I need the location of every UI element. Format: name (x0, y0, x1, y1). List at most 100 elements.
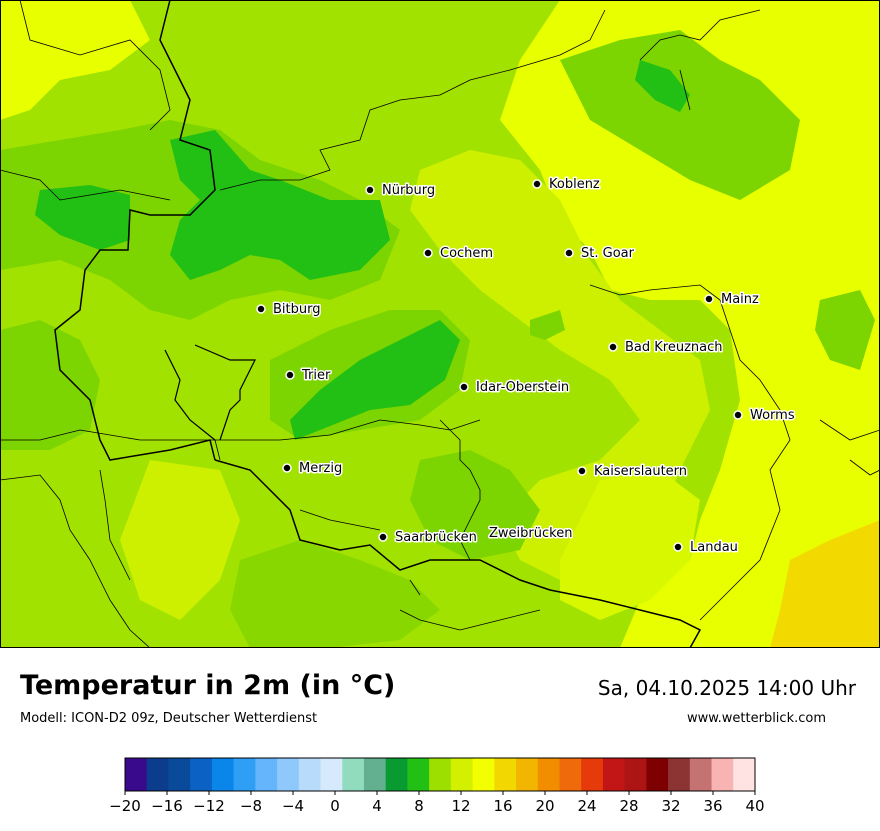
city-worms: Worms (733, 407, 796, 425)
legend-swatch (255, 758, 278, 791)
legend-swatch (668, 758, 691, 791)
legend-swatch (494, 758, 517, 791)
state-border (0, 0, 880, 648)
forecast-datetime: Sa, 04.10.2025 14:00 Uhr (597, 676, 856, 700)
legend-tick-label: 32 (661, 797, 680, 815)
cool-area-pfaelzerwald (410, 450, 540, 560)
legend-tick-label: 8 (414, 797, 424, 815)
legend-swatch (624, 758, 647, 791)
color-scale-legend: −20 −16 −12 −8 −4 0 4 8 12 16 20 24 28 32 36 40 (100, 752, 790, 827)
hot-area-southeast (770, 520, 880, 648)
legend-swatch (320, 758, 343, 791)
legend-swatch (516, 758, 539, 791)
svg-text:St. Goar: St. Goar (581, 246, 635, 261)
legend-tick-label: 0 (330, 797, 340, 815)
legend-swatch (211, 758, 235, 791)
legend-tick-label: −20 (109, 797, 141, 815)
legend-swatch (689, 758, 713, 791)
country-border-lux (164, 344, 256, 441)
city-landau: Landau (673, 539, 739, 557)
legend-swatch (125, 758, 148, 791)
svg-text:Kaiserslautern: Kaiserslautern (594, 464, 687, 479)
legend-swatch (472, 758, 495, 791)
map-title: Temperatur in 2m (in °C) (20, 670, 396, 701)
country-border (54, 0, 216, 461)
city-zweibruecken: Zweibrücken (488, 525, 574, 543)
city-markers: Nürburg Koblenz Cochem St. Goar Mainz Bi… (256, 176, 796, 557)
city-saarbruecken: Saarbrücken (378, 529, 478, 547)
city-trier: Trier (285, 367, 332, 385)
city-idar-oberstein: Idar-Oberstein (459, 379, 571, 397)
legend-tick-label: −12 (193, 797, 225, 815)
legend-swatch (363, 758, 387, 791)
svg-text:Merzig: Merzig (299, 461, 342, 476)
cool-area-saar (230, 540, 440, 648)
legend-swatch (429, 758, 452, 791)
legend-swatch (385, 758, 408, 791)
svg-text:Koblenz: Koblenz (549, 177, 600, 192)
svg-text:Nürburg: Nürburg (382, 183, 435, 198)
legend-tick-label: 28 (619, 797, 638, 815)
legend-swatch (168, 758, 191, 791)
warm-area-center (410, 150, 710, 580)
cool-area-west (0, 320, 100, 450)
legend-swatch (233, 758, 256, 791)
city-kaiserslautern: Kaiserslautern (577, 463, 689, 481)
svg-text:Worms: Worms (750, 408, 795, 423)
city-cochem: Cochem (423, 245, 495, 263)
legend-swatch (190, 758, 213, 791)
legend-tick-label: 40 (745, 797, 764, 815)
legend-tick-label: 24 (577, 797, 596, 815)
city-bitburg: Bitburg (256, 301, 322, 319)
cool-area-taunus (560, 30, 800, 200)
legend-swatch (298, 758, 322, 791)
cool-spot-mid (530, 310, 565, 340)
svg-text:Idar-Oberstein: Idar-Oberstein (476, 380, 569, 395)
legend-tick-label: −4 (282, 797, 304, 815)
temperature-map: Nürburg Koblenz Cochem St. Goar Mainz Bi… (0, 0, 880, 648)
country-border-south (214, 459, 702, 648)
legend-swatch (146, 758, 169, 791)
svg-text:Zweibrücken: Zweibrücken (489, 526, 572, 541)
legend-swatch (537, 758, 560, 791)
website-link[interactable]: www.wetterblick.com (686, 711, 826, 726)
legend-swatch (450, 758, 474, 791)
legend-tick-label: 36 (703, 797, 722, 815)
city-bad-kreuznach: Bad Kreuznach (608, 339, 724, 357)
legend-swatch (342, 758, 365, 791)
legend-tick-label: −16 (151, 797, 183, 815)
cool-area-northwest (35, 185, 130, 250)
city-nuerburg: Nürburg (365, 182, 437, 200)
legend-tick-label: 4 (372, 797, 382, 815)
cool-area-taunus-core (635, 60, 690, 112)
legend-swatch (733, 758, 756, 791)
legend-swatch (581, 758, 604, 791)
legend-tick-label: 12 (451, 797, 470, 815)
cool-spot-east (815, 290, 875, 370)
svg-text:Saarbrücken: Saarbrücken (395, 530, 477, 545)
city-merzig: Merzig (282, 460, 344, 478)
legend-swatch (602, 758, 626, 791)
legend-swatch (711, 758, 734, 791)
legend-frame (124, 757, 756, 792)
svg-text:Bad Kreuznach: Bad Kreuznach (625, 340, 723, 355)
city-koblenz: Koblenz (532, 176, 601, 194)
cool-area-hunsrueck-core (290, 320, 460, 440)
legend-tick-label: −8 (240, 797, 262, 815)
svg-text:Cochem: Cochem (440, 246, 493, 261)
legend-tick-label: 16 (493, 797, 512, 815)
warm-area-south (560, 470, 700, 620)
svg-text:Bitburg: Bitburg (273, 302, 321, 317)
city-st-goar: St. Goar (564, 245, 636, 263)
legend-swatch (277, 758, 300, 791)
legend-swatch (646, 758, 669, 791)
cool-area-eifel-core (170, 130, 390, 280)
svg-text:Landau: Landau (690, 540, 738, 555)
warm-area-northwest (0, 0, 150, 120)
legend-swatch (559, 758, 582, 791)
city-mainz: Mainz (704, 291, 761, 309)
svg-text:Trier: Trier (301, 368, 331, 383)
model-source: Modell: ICON-D2 09z, Deutscher Wetterdie… (20, 711, 318, 726)
svg-text:Mainz: Mainz (721, 292, 759, 307)
legend-tick-label: 20 (535, 797, 554, 815)
